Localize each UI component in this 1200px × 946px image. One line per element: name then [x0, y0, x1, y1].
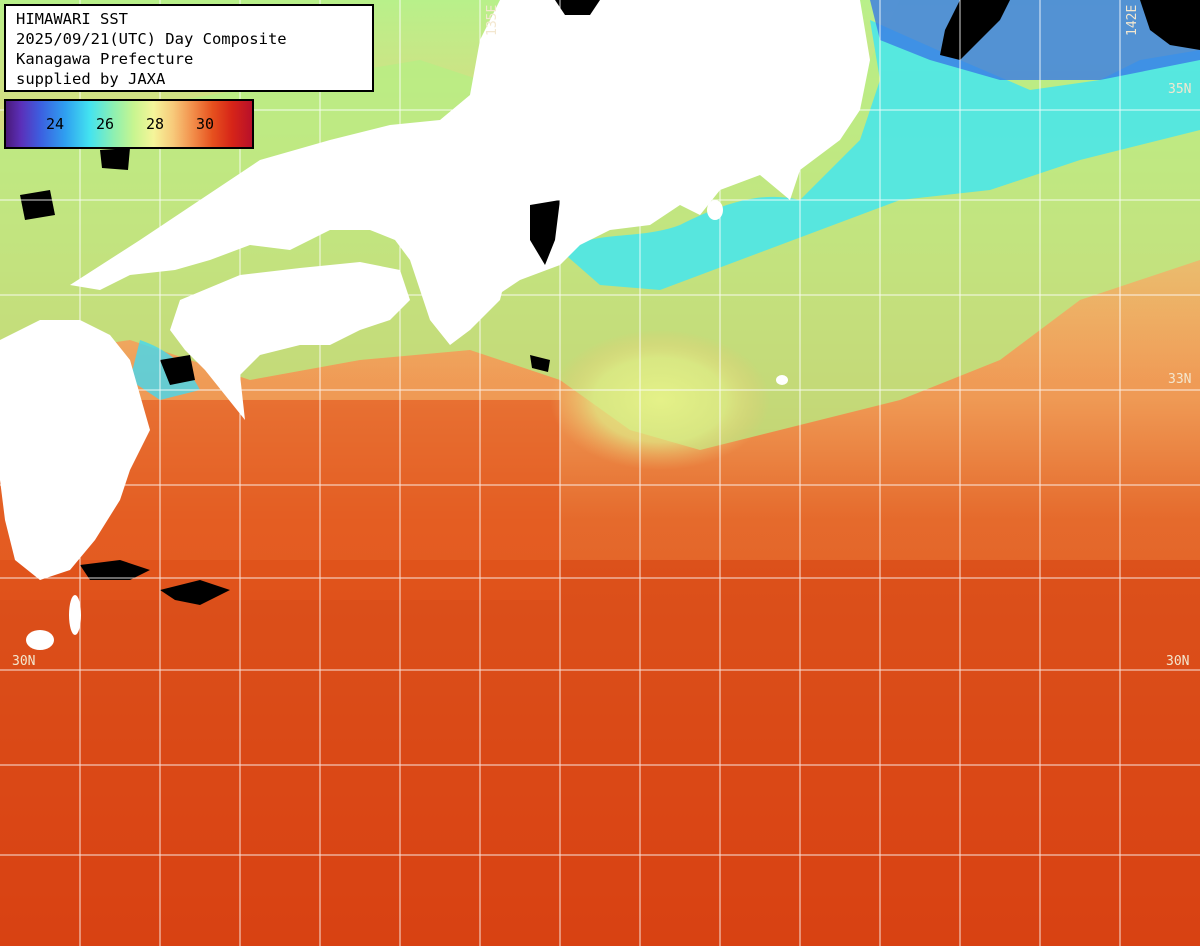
temperature-legend: 24 26 28 30 [4, 99, 254, 149]
no-data-patches [20, 0, 1200, 605]
island [776, 375, 788, 385]
land [0, 0, 870, 650]
cool-plume [550, 330, 770, 470]
title-line-product: HIMAWARI SST [16, 10, 128, 28]
map-title-box: HIMAWARI SST 2025/09/21(UTC) Day Composi… [4, 4, 374, 92]
lat-label-35n: 35N [1168, 82, 1192, 97]
island [475, 158, 495, 182]
kii-peninsula [425, 235, 510, 330]
honshu-landmass [70, 0, 870, 345]
legend-tick-24: 24 [46, 115, 65, 133]
lat-label-30n-right: 30N [1166, 654, 1190, 669]
legend-color-ramp [6, 101, 252, 147]
lon-label-142e: 142E [1125, 4, 1140, 36]
title-line-date: 2025/09/21(UTC) Day Composite [16, 30, 287, 48]
warm-water-zone [0, 560, 1200, 946]
kyushu-landmass [0, 320, 150, 580]
legend-tick-30: 30 [196, 115, 215, 133]
title-line-region: Kanagawa Prefecture [16, 50, 194, 68]
shikoku-landmass [170, 262, 410, 420]
legend-tick-28: 28 [146, 115, 165, 133]
lat-label-30n-left: 30N [12, 654, 36, 669]
island [69, 595, 81, 635]
island [26, 630, 54, 650]
island [707, 200, 723, 220]
legend-tick-26: 26 [96, 115, 115, 133]
title-line-credit: supplied by JAXA [16, 70, 166, 88]
lat-label-33n: 33N [1168, 372, 1192, 387]
lon-label-135e: 135E [485, 4, 500, 36]
